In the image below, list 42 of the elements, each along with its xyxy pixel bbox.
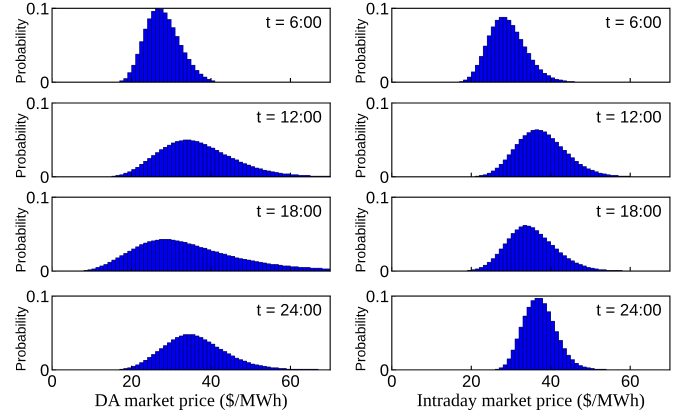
y-tick-label: 0 (40, 364, 49, 376)
y-tick-label: 0.1 (366, 97, 388, 110)
x-tick-label: 60 (622, 375, 639, 387)
x-tick-label: 40 (542, 375, 560, 387)
annotation: t = 18:00 (256, 205, 322, 217)
y-tick-label: 0 (380, 76, 388, 88)
annotation: t = 6:00 (266, 16, 322, 28)
y-tick-label: 0.1 (26, 97, 48, 110)
y-tick-label: 0 (380, 265, 388, 278)
y-tick-label: 0.1 (26, 290, 48, 302)
y-tick-label: 0.1 (366, 2, 388, 15)
y-axis-title: Probability (15, 113, 28, 178)
y-axis-title: Probability (15, 208, 28, 272)
y-tick-label: 0 (380, 171, 388, 184)
y-axis-title: Probability (355, 208, 368, 272)
y-axis-title: Probability (15, 18, 28, 82)
y-tick-label: 0 (380, 364, 388, 376)
annotation: t = 24:00 (596, 304, 661, 316)
x-tick-label: 40 (202, 375, 220, 387)
x-tick-label: 20 (123, 375, 140, 387)
annotation: t = 12:00 (596, 110, 661, 123)
y-axis-title: Probability (355, 306, 368, 370)
annotation: t = 18:00 (596, 205, 661, 217)
y-tick-label: 0 (40, 171, 49, 184)
x-axis-title: DA market price ($/MWh) (95, 393, 287, 410)
y-tick-label: 0.1 (366, 192, 388, 204)
y-tick-label: 0 (40, 76, 49, 88)
x-tick-label: 0 (48, 375, 56, 387)
y-tick-label: 0 (40, 265, 49, 278)
y-tick-label: 0.1 (26, 2, 48, 15)
x-tick-label: 0 (388, 375, 396, 387)
annotation: t = 12:00 (256, 110, 322, 123)
y-axis-title: Probability (355, 113, 368, 178)
y-axis-title: Probability (15, 306, 28, 370)
x-tick-label: 20 (462, 375, 480, 387)
y-tick-label: 0.1 (366, 290, 388, 302)
x-axis-title: Intraday market price ($/MWh) (417, 393, 644, 410)
y-axis-title: Probability (355, 18, 368, 82)
annotation: t = 24:00 (256, 304, 322, 316)
x-tick-label: 60 (282, 375, 300, 387)
annotation: t = 6:00 (606, 16, 661, 28)
y-tick-label: 0.1 (26, 192, 48, 204)
